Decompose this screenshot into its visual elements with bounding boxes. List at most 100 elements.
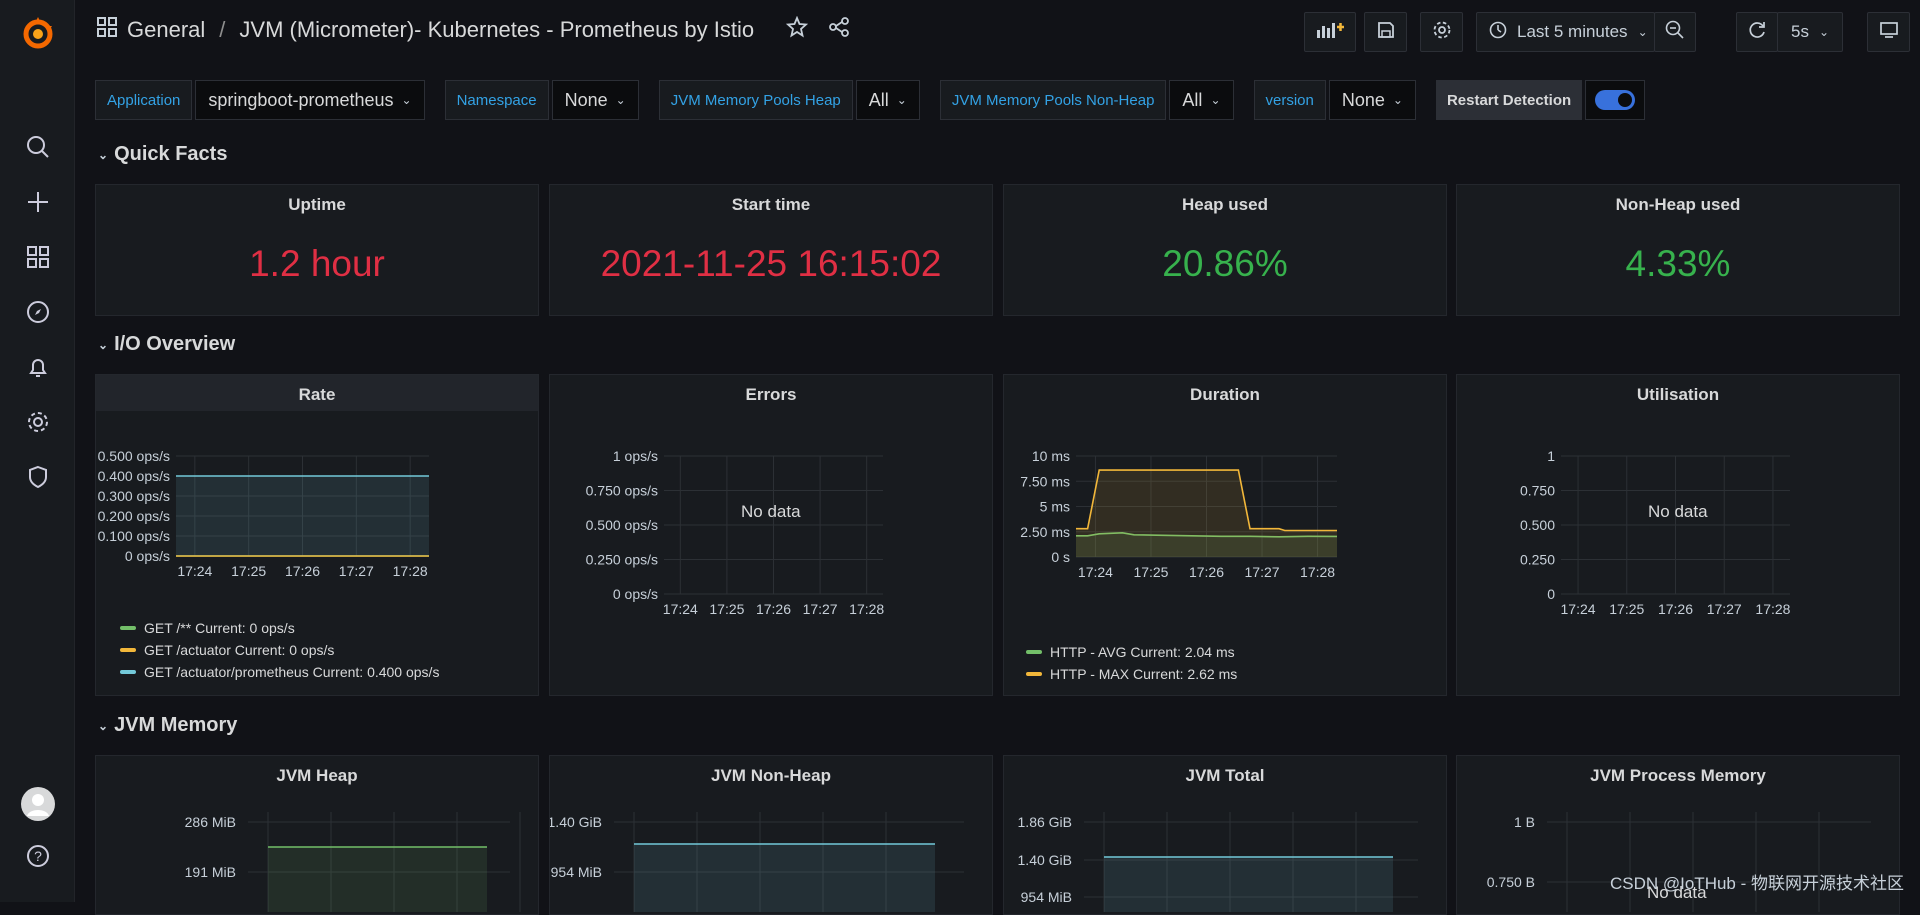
refresh-interval-picker[interactable]: 5s ⌄ — [1777, 12, 1843, 52]
chevron-down-icon: ⌄ — [98, 719, 108, 733]
legend-swatch — [120, 648, 136, 652]
errors-chart: 0 ops/s0.250 ops/s0.500 ops/s0.750 ops/s… — [550, 411, 994, 697]
server-admin-shield-icon[interactable] — [24, 463, 52, 491]
stat-panel-heap-used[interactable]: Heap used 20.86% — [1003, 184, 1447, 316]
plus-icon[interactable] — [24, 188, 52, 216]
user-avatar[interactable] — [20, 786, 56, 822]
row-title-quick-facts: Quick Facts — [114, 143, 227, 166]
tv-mode-button[interactable] — [1867, 12, 1910, 52]
grafana-logo-icon[interactable] — [19, 14, 57, 52]
dashboard-grid-icon — [97, 17, 117, 43]
chevron-down-icon: ⌄ — [1393, 93, 1403, 107]
y-tick-label: 0.400 ops/s — [98, 468, 170, 484]
refresh-button[interactable] — [1736, 12, 1778, 52]
chevron-down-icon: ⌄ — [98, 148, 108, 162]
y-tick-label: 0.100 ops/s — [98, 528, 170, 544]
graph-panel-jvm-nonheap[interactable]: JVM Non-Heap 1.40 GiB 954 MiB — [549, 755, 993, 915]
explore-compass-icon[interactable] — [24, 298, 52, 326]
stat-panel-start-time[interactable]: Start time 2021-11-25 16:15:02 — [549, 184, 993, 316]
variable-select-namespace[interactable]: None ⌄ — [552, 80, 639, 120]
row-title-io-overview: I/O Overview — [114, 333, 235, 356]
x-tick-label: 17:28 — [849, 601, 884, 617]
row-jvm-memory[interactable]: ⌄ JVM Memory — [98, 714, 237, 737]
legend-label: HTTP - AVG Current: 2.04 ms — [1050, 644, 1235, 660]
restart-detection-toggle[interactable] — [1595, 90, 1635, 110]
stat-panel-non-heap-used[interactable]: Non-Heap used 4.33% — [1456, 184, 1900, 316]
alerting-bell-icon[interactable] — [24, 353, 52, 381]
chevron-down-icon: ⌄ — [616, 93, 626, 107]
variable-value-namespace: None — [565, 90, 608, 111]
legend-item[interactable]: HTTP - MAX Current: 2.62 ms — [1026, 663, 1237, 685]
stat-value: 20.86% — [1004, 243, 1446, 285]
top-bar: General / JVM (Micrometer)- Kubernetes -… — [75, 0, 1920, 62]
legend-item[interactable]: GET /** Current: 0 ops/s — [120, 617, 439, 639]
variable-label-memory-pools-nonheap: JVM Memory Pools Non-Heap — [940, 80, 1167, 120]
row-quick-facts[interactable]: ⌄ Quick Facts — [98, 143, 227, 166]
breadcrumb-folder[interactable]: General — [127, 17, 205, 43]
y-tick-label: 7.50 ms — [1020, 473, 1070, 489]
x-tick-label: 17:25 — [231, 563, 266, 579]
variable-label-memory-pools-heap: JVM Memory Pools Heap — [659, 80, 853, 120]
dashboard-title[interactable]: JVM (Micrometer)- Kubernetes - Prometheu… — [239, 17, 754, 43]
dashboard-settings-button[interactable] — [1420, 12, 1463, 52]
legend-item[interactable]: GET /actuator/prometheus Current: 0.400 … — [120, 661, 439, 683]
save-dashboard-button[interactable] — [1364, 12, 1407, 52]
no-data-label: No data — [741, 502, 801, 522]
variable-select-memory-pools-nonheap[interactable]: All ⌄ — [1169, 80, 1233, 120]
legend-item[interactable]: HTTP - AVG Current: 2.04 ms — [1026, 641, 1237, 663]
panel-title: JVM Non-Heap — [550, 766, 992, 786]
row-io-overview[interactable]: ⌄ I/O Overview — [98, 333, 235, 356]
search-icon[interactable] — [24, 133, 52, 161]
variable-select-application[interactable]: springboot-prometheus ⌄ — [195, 80, 424, 120]
y-tick-label: 286 MiB — [185, 814, 236, 830]
share-icon[interactable] — [828, 16, 850, 44]
breadcrumb-separator: / — [219, 17, 225, 43]
panel-title: JVM Process Memory — [1457, 766, 1899, 786]
stat-value: 4.33% — [1457, 243, 1899, 285]
legend-swatch — [120, 626, 136, 630]
chevron-down-icon: ⌄ — [1210, 93, 1220, 107]
legend-item[interactable]: GET /actuator Current: 0 ops/s — [120, 639, 439, 661]
time-range-picker[interactable]: Last 5 minutes ⌄ — [1476, 12, 1655, 52]
variable-select-version[interactable]: None ⌄ — [1329, 80, 1416, 120]
y-tick-label: 0.500 ops/s — [98, 448, 170, 464]
zoom-out-icon — [1665, 20, 1685, 45]
y-tick-label: 954 MiB — [551, 864, 602, 880]
configuration-gear-icon[interactable] — [24, 408, 52, 436]
dashboards-icon[interactable] — [24, 243, 52, 271]
stat-panel-uptime[interactable]: Uptime 1.2 hour — [95, 184, 539, 316]
panel-title: Errors — [550, 385, 992, 405]
zoom-out-button[interactable] — [1654, 12, 1696, 52]
monitor-icon — [1879, 20, 1899, 45]
y-tick-label: 1.40 GiB — [550, 814, 602, 830]
variables-bar: Application springboot-prometheus ⌄ Name… — [95, 80, 1645, 120]
variable-label-application: Application — [95, 80, 192, 120]
help-icon[interactable]: ? — [24, 842, 52, 870]
y-tick-label: 0 — [1547, 586, 1555, 602]
y-tick-label: 1 B — [1514, 814, 1535, 830]
legend-label: HTTP - MAX Current: 2.62 ms — [1050, 666, 1237, 682]
y-tick-label: 0 s — [1051, 549, 1070, 565]
y-tick-label: 0.500 ops/s — [586, 517, 658, 533]
x-tick-label: 17:27 — [1245, 564, 1280, 580]
refresh-icon — [1747, 20, 1767, 45]
y-tick-label: 0.250 ops/s — [586, 552, 658, 568]
variable-select-memory-pools-heap[interactable]: All ⌄ — [856, 80, 920, 120]
add-panel-button[interactable] — [1304, 12, 1356, 52]
x-tick-label: 17:26 — [285, 563, 320, 579]
rate-chart: 0 ops/s0.100 ops/s0.200 ops/s0.300 ops/s… — [96, 411, 540, 641]
legend-swatch — [1026, 672, 1042, 676]
x-tick-label: 17:26 — [1189, 564, 1224, 580]
star-icon[interactable] — [786, 16, 808, 44]
x-tick-label: 17:26 — [1658, 601, 1693, 617]
x-tick-label: 17:25 — [1133, 564, 1168, 580]
